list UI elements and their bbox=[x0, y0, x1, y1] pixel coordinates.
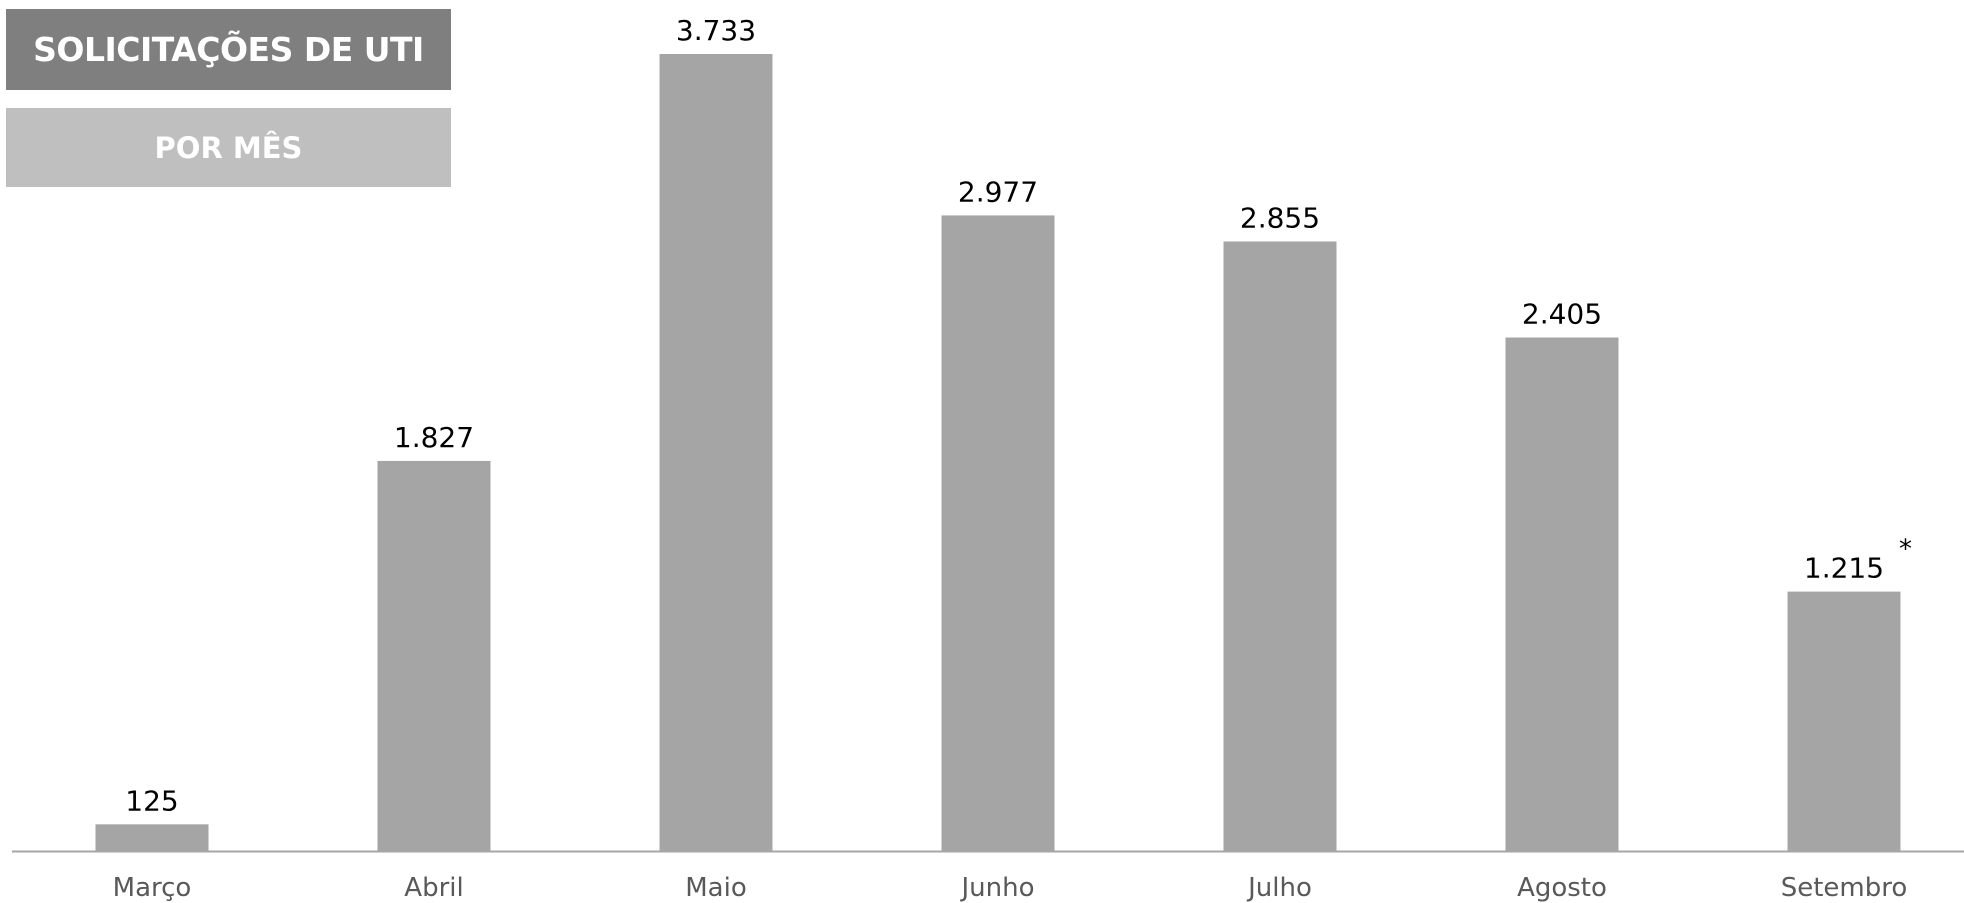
bar-março bbox=[95, 824, 209, 851]
x-tick-label-junho: Junho bbox=[959, 873, 1034, 903]
x-tick-label-setembro: Setembro bbox=[1781, 873, 1908, 903]
data-label-agosto: 2.405 bbox=[1522, 298, 1602, 331]
bar-junho bbox=[941, 215, 1055, 851]
x-tick-label-abril: Abril bbox=[404, 873, 463, 903]
chart-title-box: SOLICITAÇÕES DE UTI bbox=[6, 9, 451, 90]
bar-julho bbox=[1223, 241, 1337, 852]
bar-setembro bbox=[1787, 591, 1901, 851]
annotation-asterisk: * bbox=[1899, 535, 1912, 565]
chart-title: SOLICITAÇÕES DE UTI bbox=[33, 30, 424, 69]
bar-agosto bbox=[1505, 337, 1619, 851]
x-tick-label-agosto: Agosto bbox=[1517, 873, 1607, 903]
chart-subtitle: POR MÊS bbox=[154, 130, 303, 165]
x-tick-label-julho: Julho bbox=[1246, 873, 1312, 903]
bar-abril bbox=[377, 460, 491, 851]
data-label-julho: 2.855 bbox=[1240, 201, 1320, 234]
chart-subtitle-box: POR MÊS bbox=[6, 108, 451, 187]
x-tick-label-maio: Maio bbox=[685, 873, 747, 903]
data-label-maio: 3.733 bbox=[676, 14, 756, 47]
data-label-junho: 2.977 bbox=[958, 175, 1038, 208]
data-label-setembro: 1.215 bbox=[1804, 552, 1884, 585]
x-tick-label-março: Março bbox=[113, 873, 192, 903]
data-label-março: 125 bbox=[125, 784, 178, 817]
bar-maio bbox=[659, 54, 773, 851]
data-label-abril: 1.827 bbox=[394, 421, 474, 454]
